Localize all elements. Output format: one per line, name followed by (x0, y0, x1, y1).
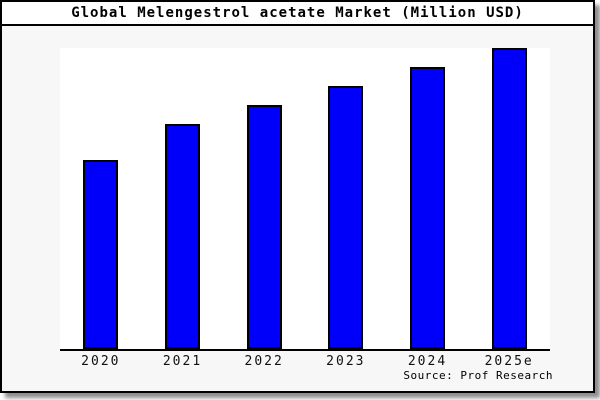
x-tick-label-2022: 2022 (244, 354, 284, 369)
bar-2020 (83, 159, 119, 349)
plot-area (60, 48, 550, 351)
source-note: Source: Prof Research (403, 369, 553, 382)
title-bar: Global Melengestrol acetate Market (Mill… (2, 2, 593, 26)
bar-2021 (165, 123, 200, 349)
chart-frame: Global Melengestrol acetate Market (Mill… (0, 0, 595, 393)
x-tick-label-2023: 2023 (326, 354, 366, 369)
bar-2023 (328, 85, 364, 349)
x-tick-label-2024: 2024 (407, 354, 448, 369)
x-tick-label-2025e: 2025e (484, 354, 534, 369)
x-tick-label-2021: 2021 (162, 354, 203, 369)
x-axis-labels: 2020 2021 2022 2023 2024 2025e (2, 354, 593, 370)
chart-title: Global Melengestrol acetate Market (Mill… (71, 5, 524, 21)
bar-2025e (491, 48, 527, 349)
x-tick-label-2020: 2020 (81, 354, 121, 369)
bar-2022 (246, 104, 282, 349)
bar-2024 (410, 66, 445, 349)
